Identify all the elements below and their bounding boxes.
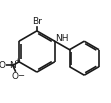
Text: Br: Br: [32, 17, 42, 26]
Text: +: +: [15, 58, 21, 64]
Text: NH: NH: [55, 34, 69, 43]
Text: O: O: [12, 72, 19, 81]
Text: O: O: [0, 61, 6, 70]
Text: N: N: [9, 61, 16, 70]
Text: −: −: [17, 71, 24, 80]
